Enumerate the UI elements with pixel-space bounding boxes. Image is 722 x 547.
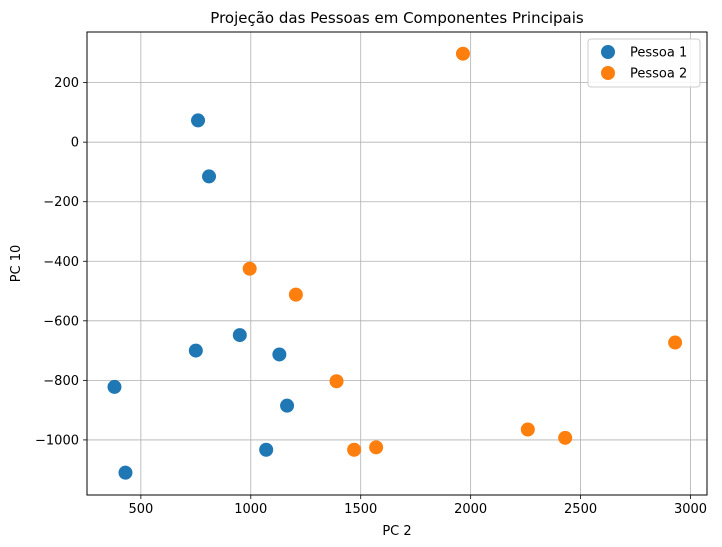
legend-marker	[601, 66, 615, 80]
plot-frame	[86, 31, 708, 496]
data-point-series-2	[520, 422, 535, 437]
data-point-series-2	[668, 335, 683, 350]
y-tick-label: 0	[71, 136, 79, 151]
data-point-series-1	[280, 398, 295, 413]
data-point-series-1	[202, 169, 217, 184]
data-points	[107, 46, 683, 480]
chart-title: Projeção das Pessoas em Componentes Prin…	[210, 9, 584, 27]
data-point-series-2	[329, 374, 344, 389]
legend-label: Pessoa 2	[630, 67, 687, 82]
data-point-series-1	[272, 347, 287, 362]
y-tick-label: −1000	[35, 433, 79, 448]
data-point-series-2	[455, 46, 470, 61]
y-tick-label: −600	[43, 314, 79, 329]
legend-label: Pessoa 1	[630, 46, 687, 61]
x-tick-label: 2000	[454, 502, 487, 517]
data-point-series-2	[288, 287, 303, 302]
axis-ticks: 500 1000 1500 2000 2500 3000−1000−800−600−400…	[35, 76, 707, 517]
grid-lines	[87, 32, 707, 495]
legend: Pessoa 1 Pessoa 2	[587, 38, 701, 88]
data-point-series-2	[369, 440, 384, 455]
data-point-series-1	[259, 442, 274, 457]
legend-box	[587, 38, 701, 88]
x-tick-label: 500	[128, 502, 153, 517]
data-point-series-1	[118, 465, 133, 480]
y-tick-label: 200	[54, 76, 79, 91]
data-point-series-2	[558, 430, 573, 445]
x-tick-label: 1000	[234, 502, 267, 517]
data-point-series-1	[188, 343, 203, 358]
data-point-series-2	[242, 261, 257, 276]
y-axis-title: PC 10	[9, 245, 24, 283]
data-point-series-2	[347, 442, 362, 457]
y-tick-label: −200	[43, 195, 79, 210]
x-tick-label: 2500	[564, 502, 597, 517]
x-tick-label: 1500	[344, 502, 377, 517]
x-axis-title: PC 2	[382, 524, 411, 539]
data-point-series-1	[232, 328, 247, 343]
legend-marker	[601, 45, 615, 59]
data-point-series-1	[191, 113, 206, 128]
y-tick-label: −400	[43, 255, 79, 270]
y-tick-label: −800	[43, 374, 79, 389]
x-tick-label: 3000	[674, 502, 707, 517]
data-point-series-1	[107, 379, 122, 394]
